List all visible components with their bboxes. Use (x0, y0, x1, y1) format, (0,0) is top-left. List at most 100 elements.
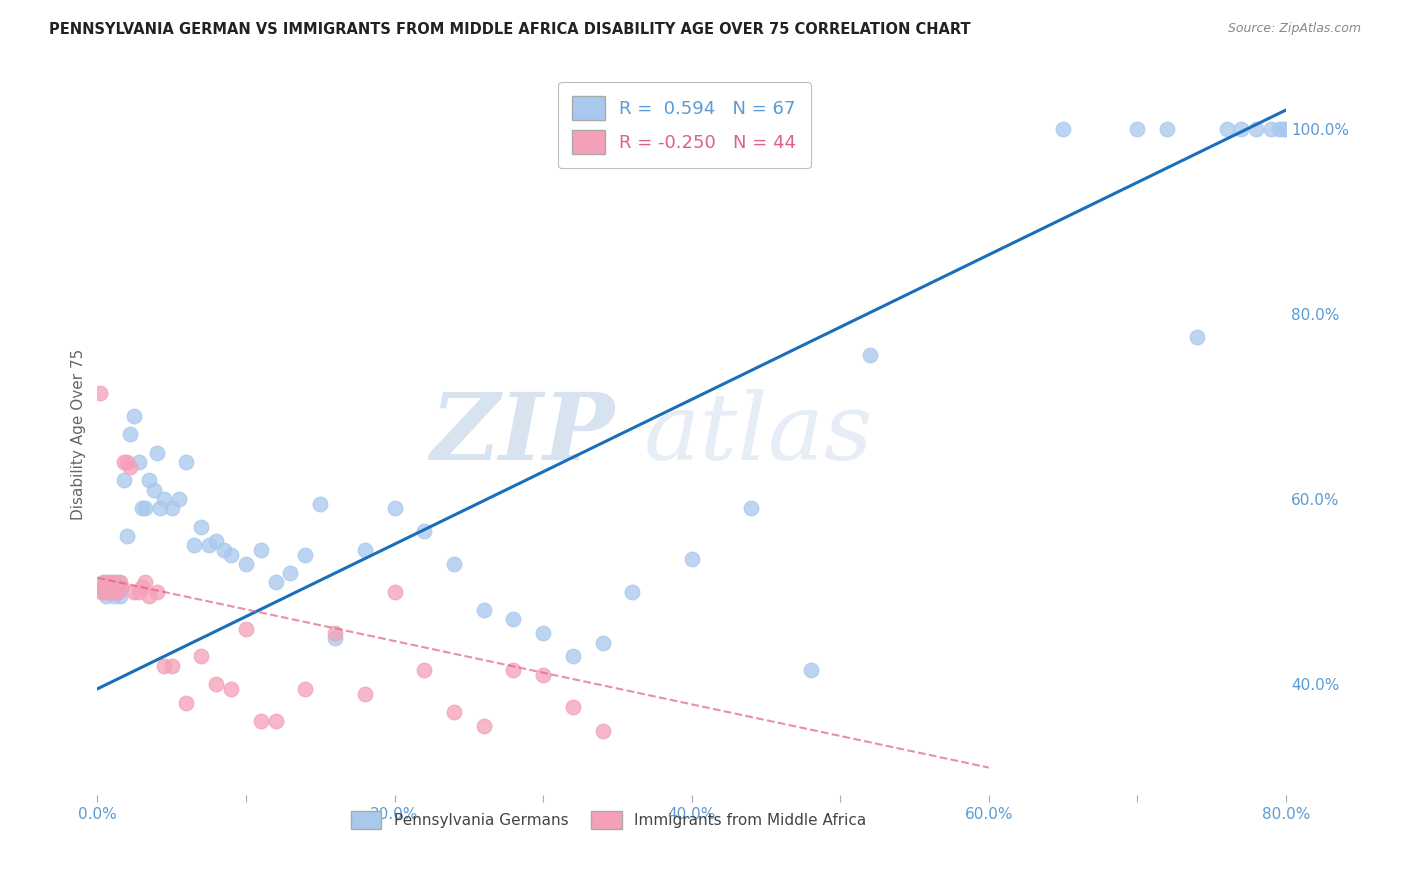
Point (323, 626, 346, 640)
Point (112, 474, 135, 488)
Point (108, 589, 131, 603)
Point (131, 580, 153, 594)
Point (134, 501, 156, 516)
Point (138, 589, 160, 603)
Point (96, 584, 118, 599)
Point (89, 385, 111, 400)
Point (94, 580, 117, 594)
Point (531, 668, 554, 682)
Point (384, 501, 406, 516)
Point (90, 584, 112, 599)
Point (107, 575, 129, 590)
Point (97, 580, 120, 594)
Point (1126, 121, 1149, 136)
Point (142, 483, 165, 497)
Point (107, 584, 129, 599)
Point (561, 649, 583, 664)
Point (160, 658, 183, 673)
Point (1052, 121, 1074, 136)
Point (219, 548, 242, 562)
Point (443, 557, 465, 571)
Point (190, 520, 212, 534)
Point (323, 631, 346, 645)
Point (183, 538, 205, 552)
Point (205, 533, 228, 548)
Point (859, 349, 882, 363)
Point (592, 635, 614, 649)
Point (212, 543, 235, 558)
Point (118, 427, 141, 442)
Legend: Pennsylvania Germans, Immigrants from Middle Africa: Pennsylvania Germans, Immigrants from Mi… (344, 805, 872, 835)
Point (98, 580, 121, 594)
Point (197, 538, 219, 552)
Point (384, 584, 406, 599)
Point (104, 580, 127, 594)
Point (128, 584, 150, 599)
Point (1267, 121, 1289, 136)
Point (249, 714, 271, 729)
Point (105, 580, 128, 594)
Point (100, 584, 122, 599)
Point (205, 677, 228, 691)
Text: atlas: atlas (644, 389, 873, 479)
Point (96, 589, 118, 603)
Point (134, 575, 156, 590)
Point (167, 491, 190, 506)
Point (280, 566, 302, 581)
Point (146, 446, 169, 460)
Point (443, 705, 465, 719)
Point (1272, 121, 1295, 136)
Point (153, 658, 176, 673)
Point (108, 575, 131, 590)
Point (103, 589, 125, 603)
Point (149, 501, 172, 516)
Point (264, 714, 287, 729)
Point (146, 584, 169, 599)
Point (90, 584, 112, 599)
Point (176, 455, 198, 469)
Point (1244, 121, 1267, 136)
Text: ZIP: ZIP (430, 389, 614, 479)
Point (235, 557, 257, 571)
Y-axis label: Disability Age Over 75: Disability Age Over 75 (72, 349, 86, 520)
Point (97, 584, 120, 599)
Point (1156, 121, 1178, 136)
Point (413, 524, 436, 539)
Point (128, 455, 150, 469)
Point (101, 580, 124, 594)
Point (91, 580, 114, 594)
Point (105, 584, 128, 599)
Text: Source: ZipAtlas.com: Source: ZipAtlas.com (1227, 22, 1361, 36)
Point (472, 603, 495, 617)
Point (124, 584, 146, 599)
Text: PENNSYLVANIA GERMAN VS IMMIGRANTS FROM MIDDLE AFRICA DISABILITY AGE OVER 75 CORR: PENNSYLVANIA GERMAN VS IMMIGRANTS FROM M… (49, 22, 970, 37)
Point (353, 686, 375, 700)
Point (131, 501, 153, 516)
Point (740, 501, 762, 516)
Point (592, 723, 614, 738)
Point (104, 584, 127, 599)
Point (138, 474, 160, 488)
Point (235, 622, 257, 636)
Point (1230, 121, 1253, 136)
Point (100, 575, 122, 590)
Point (249, 543, 271, 558)
Point (264, 575, 287, 590)
Point (160, 501, 183, 516)
Point (1215, 121, 1237, 136)
Point (1185, 330, 1208, 344)
Point (1275, 121, 1298, 136)
Point (112, 455, 135, 469)
Point (621, 584, 644, 599)
Point (101, 584, 124, 599)
Point (502, 612, 524, 626)
Point (115, 529, 138, 543)
Point (294, 548, 316, 562)
Point (561, 700, 583, 714)
Point (353, 543, 375, 558)
Point (472, 719, 495, 733)
Point (103, 575, 125, 590)
Point (176, 696, 198, 710)
Point (124, 409, 146, 423)
Point (118, 459, 141, 474)
